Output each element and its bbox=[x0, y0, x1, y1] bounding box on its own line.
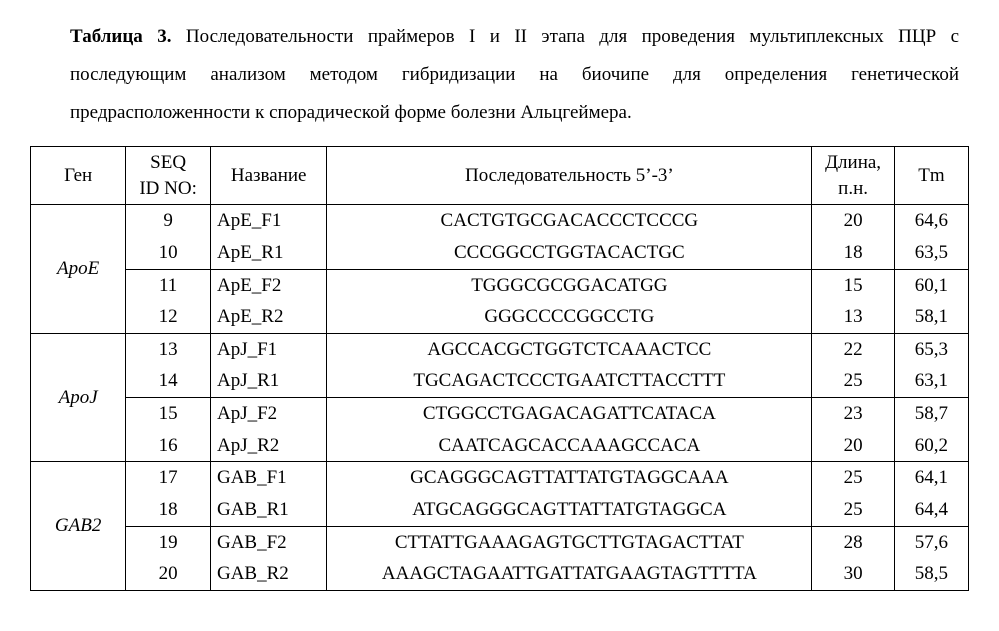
sequence-cell: ATGCAGGGCAGTTATTATGTAGGCA bbox=[327, 494, 812, 526]
sequence-cell: TGGGCGCGGACATGG bbox=[327, 269, 812, 301]
length-cell: 20 bbox=[812, 205, 895, 237]
seqid-cell: 15 bbox=[126, 398, 211, 430]
tm-cell: 60,2 bbox=[894, 430, 968, 462]
name-cell: ApJ_F2 bbox=[210, 398, 326, 430]
gene-cell: GAB2 bbox=[31, 462, 126, 591]
col-header-tm: Tm bbox=[894, 147, 968, 205]
name-cell: ApE_R1 bbox=[210, 237, 326, 269]
tm-cell: 65,3 bbox=[894, 333, 968, 365]
seqid-cell: 17 bbox=[126, 462, 211, 494]
length-cell: 20 bbox=[812, 430, 895, 462]
seqid-cell: 18 bbox=[126, 494, 211, 526]
tm-cell: 58,7 bbox=[894, 398, 968, 430]
table-row: 10 ApE_R1 CCCGGCCTGGTACACTGC 18 63,5 bbox=[31, 237, 969, 269]
name-cell: ApJ_R1 bbox=[210, 365, 326, 397]
sequence-cell: CCCGGCCTGGTACACTGC bbox=[327, 237, 812, 269]
tm-cell: 57,6 bbox=[894, 526, 968, 558]
sequence-cell: CACTGTGCGACACCCTCCCG bbox=[327, 205, 812, 237]
gene-cell: ApoE bbox=[31, 205, 126, 334]
seqid-cell: 12 bbox=[126, 301, 211, 333]
sequence-cell: CTTATTGAAAGAGTGCTTGTAGACTTAT bbox=[327, 526, 812, 558]
length-cell: 18 bbox=[812, 237, 895, 269]
caption-text: Последовательности праймеров I и II этап… bbox=[70, 26, 959, 123]
table-row: 15 ApJ_F2 CTGGCCTGAGACAGATTCATACA 23 58,… bbox=[31, 398, 969, 430]
length-cell: 28 bbox=[812, 526, 895, 558]
length-cell: 22 bbox=[812, 333, 895, 365]
length-cell: 25 bbox=[812, 494, 895, 526]
tm-cell: 64,1 bbox=[894, 462, 968, 494]
length-cell: 25 bbox=[812, 462, 895, 494]
seqid-cell: 9 bbox=[126, 205, 211, 237]
sequence-cell: AAAGCTAGAATTGATTATGAAGTAGTTTTA bbox=[327, 558, 812, 590]
table-row: 14 ApJ_R1 TGCAGACTCCCTGAATCTTACCTTT 25 6… bbox=[31, 365, 969, 397]
table-row: 20 GAB_R2 AAAGCTAGAATTGATTATGAAGTAGTTTTA… bbox=[31, 558, 969, 590]
tm-cell: 64,6 bbox=[894, 205, 968, 237]
table-row: ApoE 9 ApE_F1 CACTGTGCGACACCCTCCCG 20 64… bbox=[31, 205, 969, 237]
name-cell: GAB_F2 bbox=[210, 526, 326, 558]
tm-cell: 63,5 bbox=[894, 237, 968, 269]
tm-cell: 64,4 bbox=[894, 494, 968, 526]
length-cell: 15 bbox=[812, 269, 895, 301]
name-cell: GAB_R2 bbox=[210, 558, 326, 590]
table-row: 18 GAB_R1 ATGCAGGGCAGTTATTATGTAGGCA 25 6… bbox=[31, 494, 969, 526]
table-row: 12 ApE_R2 GGGCCCCGGCCTG 13 58,1 bbox=[31, 301, 969, 333]
length-cell: 13 bbox=[812, 301, 895, 333]
tm-cell: 58,5 bbox=[894, 558, 968, 590]
seqid-cell: 16 bbox=[126, 430, 211, 462]
col-header-sequence: Последовательность 5’-3’ bbox=[327, 147, 812, 205]
table-caption: Таблица 3. Последовательности праймеров … bbox=[30, 18, 969, 132]
sequence-cell: CAATCAGCACCAAAGCCACA bbox=[327, 430, 812, 462]
tm-cell: 60,1 bbox=[894, 269, 968, 301]
table-row: GAB2 17 GAB_F1 GCAGGGCAGTTATTATGTAGGCAAA… bbox=[31, 462, 969, 494]
table-row: ApoJ 13 ApJ_F1 AGCCACGCTGGTCTCAAACTCC 22… bbox=[31, 333, 969, 365]
primer-table: Ген SEQID NO: Название Последовательност… bbox=[30, 146, 969, 591]
sequence-cell: GCAGGGCAGTTATTATGTAGGCAAA bbox=[327, 462, 812, 494]
table-row: 11 ApE_F2 TGGGCGCGGACATGG 15 60,1 bbox=[31, 269, 969, 301]
name-cell: ApJ_R2 bbox=[210, 430, 326, 462]
gene-cell: ApoJ bbox=[31, 333, 126, 462]
name-cell: ApE_F1 bbox=[210, 205, 326, 237]
tm-cell: 58,1 bbox=[894, 301, 968, 333]
seqid-cell: 13 bbox=[126, 333, 211, 365]
sequence-cell: TGCAGACTCCCTGAATCTTACCTTT bbox=[327, 365, 812, 397]
sequence-cell: AGCCACGCTGGTCTCAAACTCC bbox=[327, 333, 812, 365]
length-cell: 25 bbox=[812, 365, 895, 397]
length-cell: 30 bbox=[812, 558, 895, 590]
col-header-name: Название bbox=[210, 147, 326, 205]
sequence-cell: CTGGCCTGAGACAGATTCATACA bbox=[327, 398, 812, 430]
caption-label: Таблица 3. bbox=[70, 26, 171, 47]
col-header-gene: Ген bbox=[31, 147, 126, 205]
col-header-seqid: SEQID NO: bbox=[126, 147, 211, 205]
table-row: 19 GAB_F2 CTTATTGAAAGAGTGCTTGTAGACTTAT 2… bbox=[31, 526, 969, 558]
length-cell: 23 bbox=[812, 398, 895, 430]
col-header-length: Длина,п.н. bbox=[812, 147, 895, 205]
name-cell: ApJ_F1 bbox=[210, 333, 326, 365]
sequence-cell: GGGCCCCGGCCTG bbox=[327, 301, 812, 333]
name-cell: GAB_F1 bbox=[210, 462, 326, 494]
name-cell: ApE_F2 bbox=[210, 269, 326, 301]
seqid-cell: 14 bbox=[126, 365, 211, 397]
table-row: 16 ApJ_R2 CAATCAGCACCAAAGCCACA 20 60,2 bbox=[31, 430, 969, 462]
seqid-cell: 20 bbox=[126, 558, 211, 590]
table-body: ApoE 9 ApE_F1 CACTGTGCGACACCCTCCCG 20 64… bbox=[31, 205, 969, 591]
seqid-cell: 11 bbox=[126, 269, 211, 301]
seqid-cell: 19 bbox=[126, 526, 211, 558]
seqid-cell: 10 bbox=[126, 237, 211, 269]
name-cell: GAB_R1 bbox=[210, 494, 326, 526]
table-header-row: Ген SEQID NO: Название Последовательност… bbox=[31, 147, 969, 205]
tm-cell: 63,1 bbox=[894, 365, 968, 397]
name-cell: ApE_R2 bbox=[210, 301, 326, 333]
